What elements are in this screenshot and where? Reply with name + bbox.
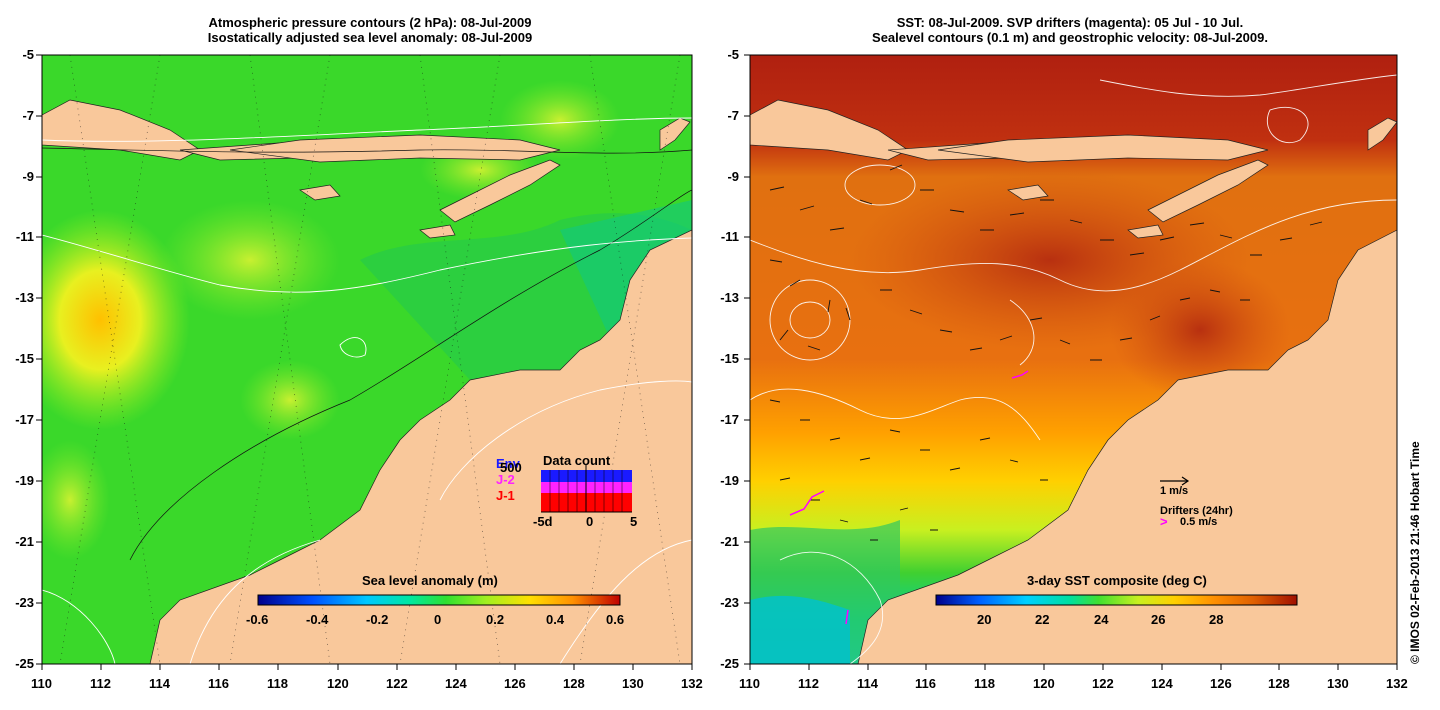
sst-colorbar-tick: 28 bbox=[1209, 612, 1224, 627]
left-x-tick: 118 bbox=[267, 676, 288, 691]
inset-x-tick: -5d bbox=[533, 514, 553, 529]
left-x-tick: 130 bbox=[622, 676, 644, 691]
velocity-scale-arrow bbox=[1160, 476, 1190, 486]
left-y-tick: -17 bbox=[15, 412, 34, 427]
right-y-tick: -23 bbox=[720, 595, 739, 610]
drifter-tracks bbox=[789, 370, 1029, 625]
left-y-tick: -9 bbox=[22, 169, 34, 184]
left-y-tick: -7 bbox=[22, 108, 34, 123]
left-title-line1: Atmospheric pressure contours (2 hPa): 0… bbox=[208, 15, 532, 30]
right-title-line1: SST: 08-Jul-2009. SVP drifters (magenta)… bbox=[896, 15, 1244, 30]
right-x-tick: 126 bbox=[1210, 676, 1232, 691]
sla-colorbar-tick: -0.6 bbox=[246, 612, 269, 627]
right-x-tick: 118 bbox=[974, 676, 995, 691]
right-x-tick: 130 bbox=[1327, 676, 1349, 691]
left-y-tick: -11 bbox=[15, 229, 34, 244]
sla-colorbar-title: Sea level anomaly (m) bbox=[362, 573, 498, 588]
left-x-tick: 122 bbox=[386, 676, 408, 691]
inset-legend-env: Env bbox=[496, 456, 520, 471]
left-x-tick: 112 bbox=[90, 676, 111, 691]
sla-colorbar-tick: -0.2 bbox=[366, 612, 389, 627]
credit-text: © IMOS 02-Feb-2013 21:46 Hobart Time bbox=[1408, 441, 1422, 664]
left-title: Atmospheric pressure contours (2 hPa): 0… bbox=[60, 15, 680, 45]
right-y-tick: -7 bbox=[727, 108, 739, 123]
sst-colorbar-title: 3-day SST composite (deg C) bbox=[1027, 573, 1207, 588]
left-x-tick: 114 bbox=[149, 676, 170, 691]
left-y-tick: -21 bbox=[15, 534, 34, 549]
left-y-tick: -19 bbox=[15, 473, 34, 488]
right-y-tick: -21 bbox=[720, 534, 739, 549]
left-y-tick: -15 bbox=[15, 351, 34, 366]
right-title: SST: 08-Jul-2009. SVP drifters (magenta)… bbox=[740, 15, 1400, 45]
left-x-tick: 110 bbox=[31, 676, 52, 691]
right-x-tick: 128 bbox=[1268, 676, 1290, 691]
left-x-tick: 124 bbox=[445, 676, 467, 691]
inset-x-tick: 0 bbox=[586, 514, 594, 529]
right-x-tick: 124 bbox=[1151, 676, 1173, 691]
left-x-tick: 116 bbox=[208, 676, 229, 691]
velocity-arrows bbox=[769, 164, 1323, 541]
left-x-tick: 128 bbox=[563, 676, 585, 691]
sla-colorbar-tick: 0.2 bbox=[486, 612, 505, 627]
drifter-scale-label: 0.5 m/s bbox=[1180, 516, 1218, 528]
right-y-tick: -19 bbox=[720, 473, 739, 488]
right-x-tick: 122 bbox=[1092, 676, 1114, 691]
left-y-tick: -23 bbox=[15, 595, 34, 610]
left-x-tick: 120 bbox=[327, 676, 349, 691]
sst-colorbar-tick: 24 bbox=[1094, 612, 1109, 627]
inset-x-tick: 5 bbox=[630, 514, 638, 529]
sst-colorbar-tick: 26 bbox=[1151, 612, 1166, 627]
drifter-legend-label: Drifters (24hr) bbox=[1160, 505, 1233, 517]
sea-level-contours bbox=[750, 74, 1397, 664]
sla-map bbox=[42, 55, 692, 664]
right-y-tick: -11 bbox=[720, 229, 739, 244]
data-count-inset bbox=[541, 465, 632, 513]
right-y-tick: -9 bbox=[727, 169, 739, 184]
left-y-tick: -5 bbox=[22, 47, 34, 62]
inset-legend-j2: J-2 bbox=[496, 472, 515, 487]
inset-legend-j1: J-1 bbox=[496, 488, 515, 503]
right-y-tick: -25 bbox=[720, 656, 739, 671]
sla-colorbar-tick: 0.4 bbox=[546, 612, 565, 627]
sla-colorbar-tick: 0.6 bbox=[606, 612, 625, 627]
sla-colorbar-tick: 0 bbox=[434, 612, 442, 627]
right-x-tick: 114 bbox=[857, 676, 878, 691]
left-y-tick: -13 bbox=[15, 290, 34, 305]
land-masses-left bbox=[42, 99, 692, 664]
left-x-tick: 126 bbox=[504, 676, 526, 691]
left-title-line2: Isostatically adjusted sea level anomaly… bbox=[207, 30, 533, 45]
sst-colorbar bbox=[935, 594, 1298, 606]
sst-map bbox=[750, 55, 1397, 664]
pressure-contours bbox=[42, 117, 692, 664]
sla-colorbar-tick: -0.4 bbox=[306, 612, 329, 627]
right-x-tick: 132 bbox=[1386, 676, 1408, 691]
right-x-tick: 120 bbox=[1033, 676, 1055, 691]
inset-max-label: 500 bbox=[500, 460, 522, 475]
right-x-tick: 110 bbox=[739, 676, 760, 691]
right-y-tick: -17 bbox=[720, 412, 739, 427]
sst-colorbar-tick: 20 bbox=[977, 612, 992, 627]
satellite-tracks bbox=[59, 55, 681, 664]
right-x-tick: 112 bbox=[798, 676, 819, 691]
right-x-tick: 116 bbox=[915, 676, 936, 691]
left-y-tick: -25 bbox=[15, 656, 34, 671]
sla-colorbar bbox=[257, 594, 621, 606]
velocity-scale-label: 1 m/s bbox=[1160, 485, 1189, 497]
drifter-scale-symbol: > bbox=[1160, 514, 1168, 529]
right-y-tick: -13 bbox=[720, 290, 739, 305]
sst-colorbar-tick: 22 bbox=[1035, 612, 1050, 627]
sla-high-anomaly bbox=[42, 210, 190, 430]
inset-title: Data count bbox=[543, 453, 611, 468]
right-y-tick: -15 bbox=[720, 351, 739, 366]
land-masses-right bbox=[750, 99, 1397, 664]
right-y-tick: -5 bbox=[727, 47, 739, 62]
right-title-line2: Sealevel contours (0.1 m) and geostrophi… bbox=[872, 30, 1268, 45]
left-x-tick: 132 bbox=[681, 676, 703, 691]
